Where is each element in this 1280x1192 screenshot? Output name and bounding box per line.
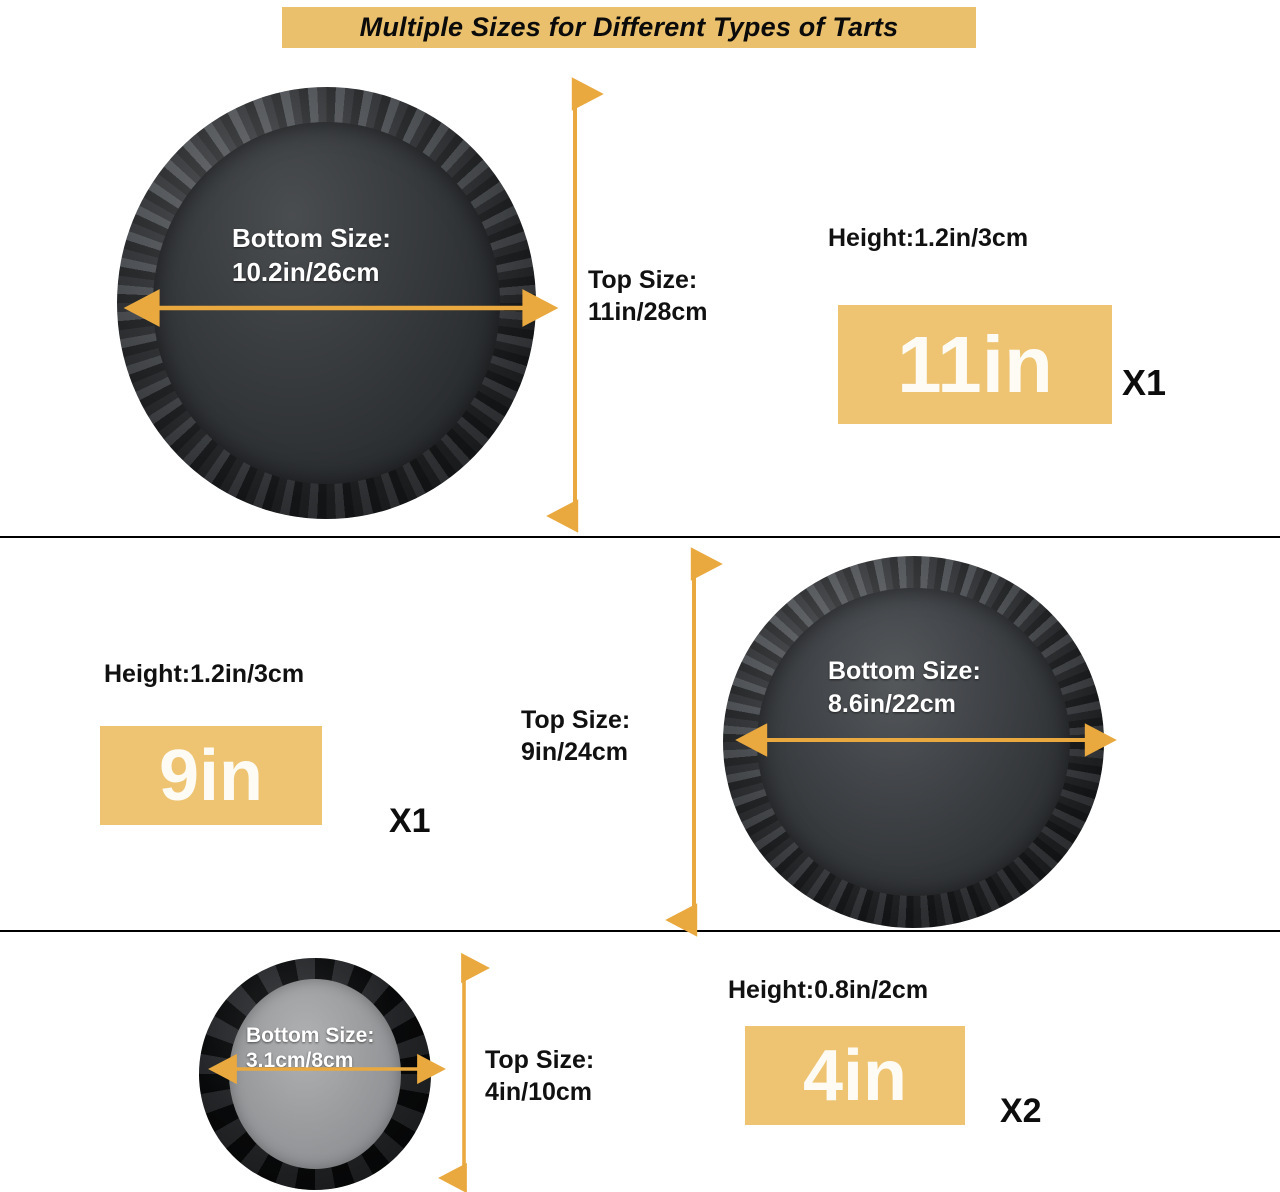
bottom-size-label-9in: Bottom Size: 8.6in/22cm	[828, 657, 981, 718]
tart-pan-4in	[199, 958, 431, 1190]
top-size-label-4in: Top Size: 4in/10cm	[485, 1046, 595, 1106]
bottom-size-label-4in: Bottom Size: 3.1cm/8cm	[246, 1024, 375, 1072]
tart-pan-11in	[117, 87, 536, 519]
height-label-4in: Height:0.8in/2cm	[728, 976, 929, 1004]
section-divider-2	[0, 930, 1280, 932]
pan-bottom-surface	[152, 121, 501, 485]
size-badge-11in: 11in	[838, 305, 1112, 424]
top-size-label-11in: Top Size: 11in/28cm	[588, 266, 708, 326]
page-title-banner: Multiple Sizes for Different Types of Ta…	[282, 7, 976, 48]
size-badge-text-11in: 11in	[897, 319, 1053, 409]
height-label-9in: Height:1.2in/3cm	[104, 660, 305, 688]
size-badge-4in: 4in	[745, 1026, 965, 1125]
section-divider-1	[0, 536, 1280, 538]
top-size-label-9in: Top Size: 9in/24cm	[521, 706, 631, 766]
quantity-9in: X1	[389, 802, 431, 840]
size-badge-9in: 9in	[100, 726, 322, 825]
height-label-11in: Height:1.2in/3cm	[828, 224, 1029, 252]
pan-bottom-surface	[757, 587, 1070, 897]
pan-bottom-surface	[229, 978, 401, 1170]
size-badge-text-9in: 9in	[158, 735, 264, 816]
quantity-4in: X2	[1000, 1092, 1042, 1130]
size-badge-text-4in: 4in	[802, 1035, 908, 1116]
tart-pan-9in	[723, 556, 1104, 928]
page-title: Multiple Sizes for Different Types of Ta…	[359, 12, 899, 42]
bottom-size-label-11in: Bottom Size: 10.2in/26cm	[232, 223, 391, 287]
quantity-11in: X1	[1122, 362, 1167, 403]
